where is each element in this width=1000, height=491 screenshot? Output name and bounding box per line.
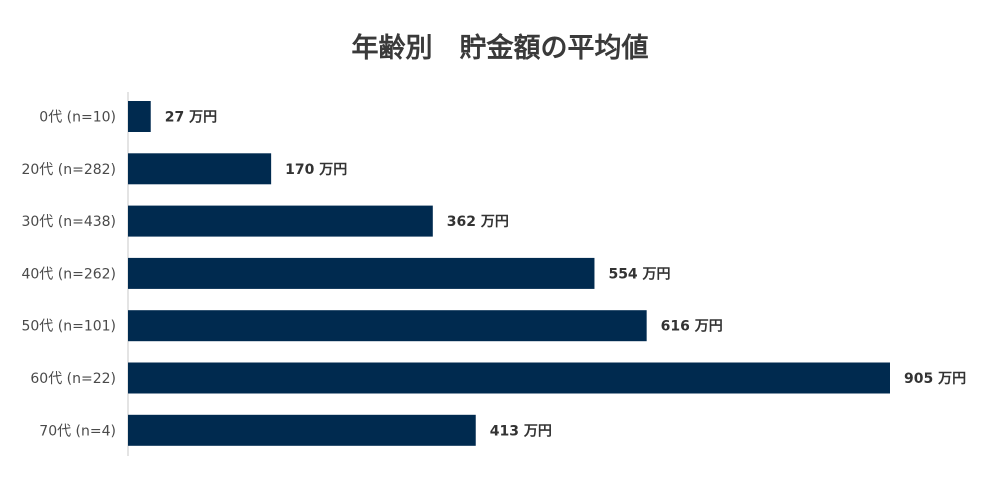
bar xyxy=(128,310,647,342)
category-label: 40代 (n=262) xyxy=(21,266,116,282)
chart-title: 年齢別 貯金額の平均値 xyxy=(352,32,649,64)
category-label: 30代 (n=438) xyxy=(21,214,116,230)
category-label: 0代 (n=10) xyxy=(39,110,116,126)
category-label: 20代 (n=282) xyxy=(21,162,116,178)
bars xyxy=(128,101,890,446)
category-label: 50代 (n=101) xyxy=(21,319,116,335)
value-label: 905 万円 xyxy=(904,371,966,387)
category-label: 60代 (n=22) xyxy=(30,371,116,387)
bar xyxy=(128,257,595,289)
value-label: 413 万円 xyxy=(490,423,552,439)
value-label: 554 万円 xyxy=(608,266,670,282)
bar xyxy=(128,101,151,132)
value-label: 170 万円 xyxy=(285,162,347,178)
value-label: 362 万円 xyxy=(447,214,509,230)
value-label: 616 万円 xyxy=(661,319,723,335)
value-label: 27 万円 xyxy=(165,110,217,126)
bar xyxy=(128,205,433,237)
value-labels: 27 万円 170 万円 362 万円 554 万円 616 万円 905 万円 413 万… xyxy=(165,110,966,440)
category-labels: 0代 (n=10) 20代 (n=282) 30代 (n=438) 40代 (n=26… xyxy=(21,110,116,440)
bar xyxy=(128,362,890,394)
category-label: 70代 (n=4) xyxy=(39,423,116,439)
bar xyxy=(128,414,476,446)
bar xyxy=(128,153,272,185)
